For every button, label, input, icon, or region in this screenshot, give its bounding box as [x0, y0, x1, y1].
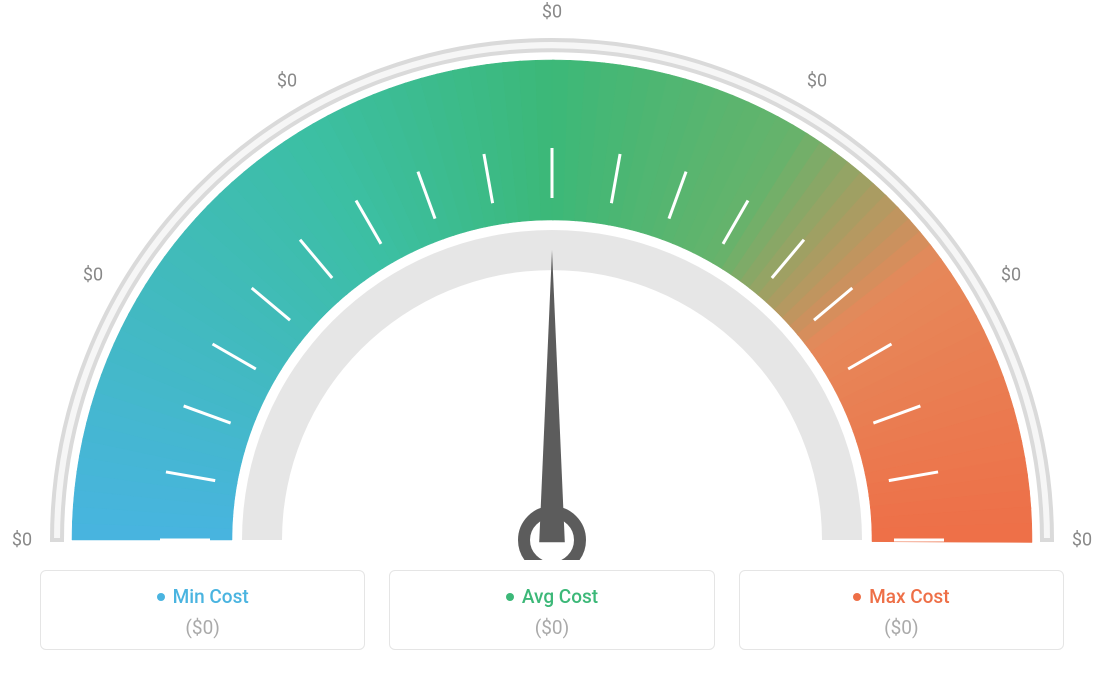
- gauge: $0 $0 $0 $0 $0 $0 $0: [0, 0, 1104, 560]
- gauge-scale-label: $0: [1001, 265, 1021, 286]
- gauge-scale-label: $0: [83, 265, 103, 286]
- chart-container: $0 $0 $0 $0 $0 $0 $0 Min Cost ($0) Avg Cost ($…: [0, 0, 1104, 690]
- dot-icon: [506, 593, 514, 601]
- gauge-scale-label: $0: [1072, 530, 1092, 551]
- legend-card-avg: Avg Cost ($0): [389, 570, 714, 650]
- dot-icon: [157, 593, 165, 601]
- legend-title-avg: Avg Cost: [506, 585, 598, 608]
- legend-title-max: Max Cost: [853, 585, 949, 608]
- legend-title-min: Min Cost: [157, 585, 249, 608]
- gauge-scale-label: $0: [277, 71, 297, 92]
- legend-title-text: Min Cost: [173, 585, 249, 608]
- legend-card-min: Min Cost ($0): [40, 570, 365, 650]
- legend-title-text: Max Cost: [869, 585, 949, 608]
- gauge-scale-label: $0: [807, 71, 827, 92]
- legend-row: Min Cost ($0) Avg Cost ($0) Max Cost ($0…: [0, 570, 1104, 650]
- legend-card-max: Max Cost ($0): [739, 570, 1064, 650]
- legend-title-text: Avg Cost: [522, 585, 598, 608]
- gauge-svg: [0, 0, 1104, 560]
- legend-value-min: ($0): [51, 616, 354, 639]
- gauge-scale-label: $0: [542, 2, 562, 23]
- legend-value-avg: ($0): [400, 616, 703, 639]
- legend-value-max: ($0): [750, 616, 1053, 639]
- dot-icon: [853, 593, 861, 601]
- gauge-scale-label: $0: [12, 530, 32, 551]
